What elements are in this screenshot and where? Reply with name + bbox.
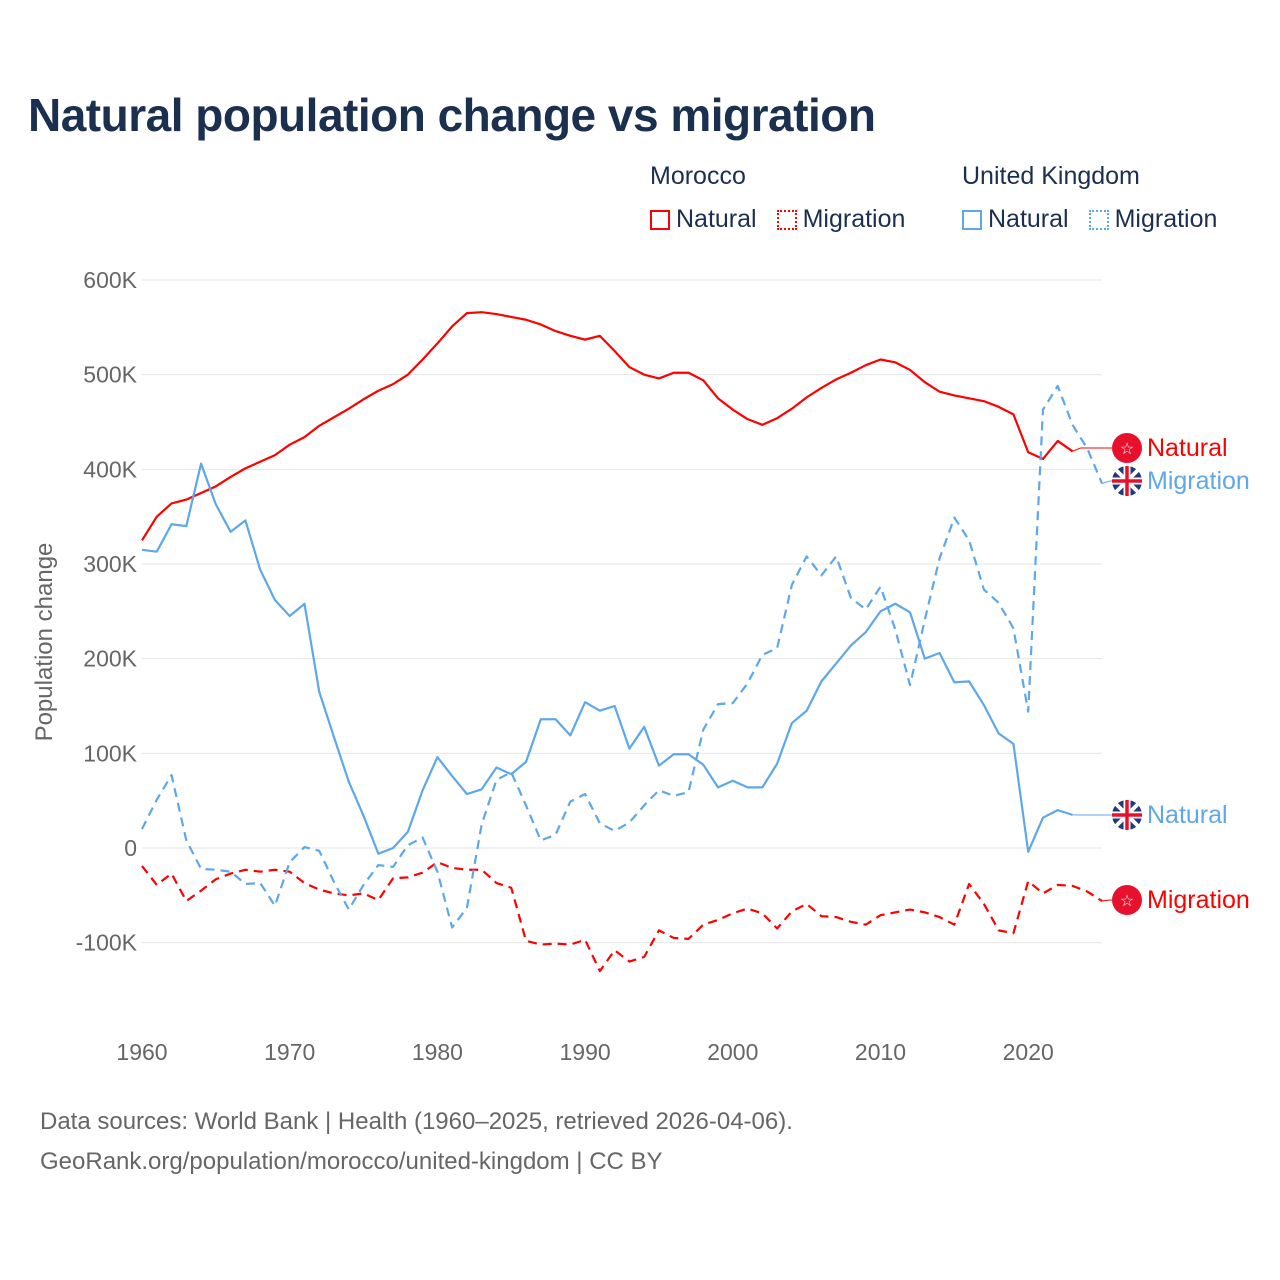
footer-sources: Data sources: World Bank | Health (1960–… [40,1108,793,1135]
legend-swatch-solid [650,209,670,230]
flag-cross-red [1112,466,1142,496]
legend-label: Natural [676,205,757,233]
y-tick-label: 400K [83,456,137,482]
legend-label: Migration [1114,205,1218,233]
x-tick-label: 2020 [1003,1039,1054,1065]
uk-flag-icon [1112,800,1142,830]
legend-country-uk: United Kingdom [962,162,1140,190]
series-line-united-kingdom-migration [141,384,1104,929]
legend-morocco-natural[interactable]: Natural [650,205,757,234]
series-line-united-kingdom-natural [141,462,1073,855]
y-tick-label: 100K [83,740,137,766]
y-tick-label: 600K [83,267,137,293]
series-line-morocco-natural [141,311,1074,541]
x-tick-label: 2010 [855,1039,906,1065]
y-axis-label: Population change [31,543,58,742]
legend-swatch-dotted [1088,209,1109,230]
x-tick-label: 1970 [264,1039,315,1065]
x-tick-label: 1980 [412,1039,463,1065]
star-icon: ☆ [1120,893,1134,910]
uk-flag-icon [1112,466,1142,496]
series-line-morocco-migration [141,861,1103,973]
chart-title: Natural population change vs migration [28,89,876,141]
legend-label: Migration [802,205,906,233]
end-label: Natural [1147,801,1228,829]
flag-cross-red [1112,800,1142,830]
legend-label: Natural [988,205,1069,233]
morocco-flag-icon: ☆ [1112,885,1142,915]
y-tick-label: -100K [76,930,138,956]
x-tick-label: 2000 [707,1039,758,1065]
y-tick-label: 300K [83,551,137,577]
end-connector [1101,899,1112,902]
y-tick-label: 200K [83,646,137,672]
end-label: Migration [1147,467,1250,495]
end-connector [1072,447,1112,452]
flag-circle [1112,885,1142,915]
legend-uk-natural[interactable]: Natural [962,205,1069,234]
end-label: Migration [1147,886,1250,914]
legend-uk-migration[interactable]: Migration [1088,205,1218,234]
footer-link[interactable]: GeoRank.org/population/morocco/united-ki… [40,1148,663,1175]
legend-group-morocco: Morocco Natural Migration [650,162,905,234]
legend-group-uk: United Kingdom Natural Migration [962,162,1217,234]
x-tick-label: 1960 [116,1039,167,1065]
morocco-flag-icon: ☆ [1112,433,1142,463]
end-connector [1101,480,1112,484]
legend-country-morocco: Morocco [650,162,746,190]
y-tick-label: 0 [124,835,137,861]
legend-morocco-migration[interactable]: Migration [776,205,906,234]
y-tick-label: 500K [83,362,137,388]
x-tick-label: 1990 [560,1039,611,1065]
star-icon: ☆ [1120,441,1134,458]
legend-swatch-solid [962,209,982,230]
legend-swatch-dotted [776,209,797,230]
end-label: Natural [1147,434,1228,462]
flag-circle [1112,433,1142,463]
